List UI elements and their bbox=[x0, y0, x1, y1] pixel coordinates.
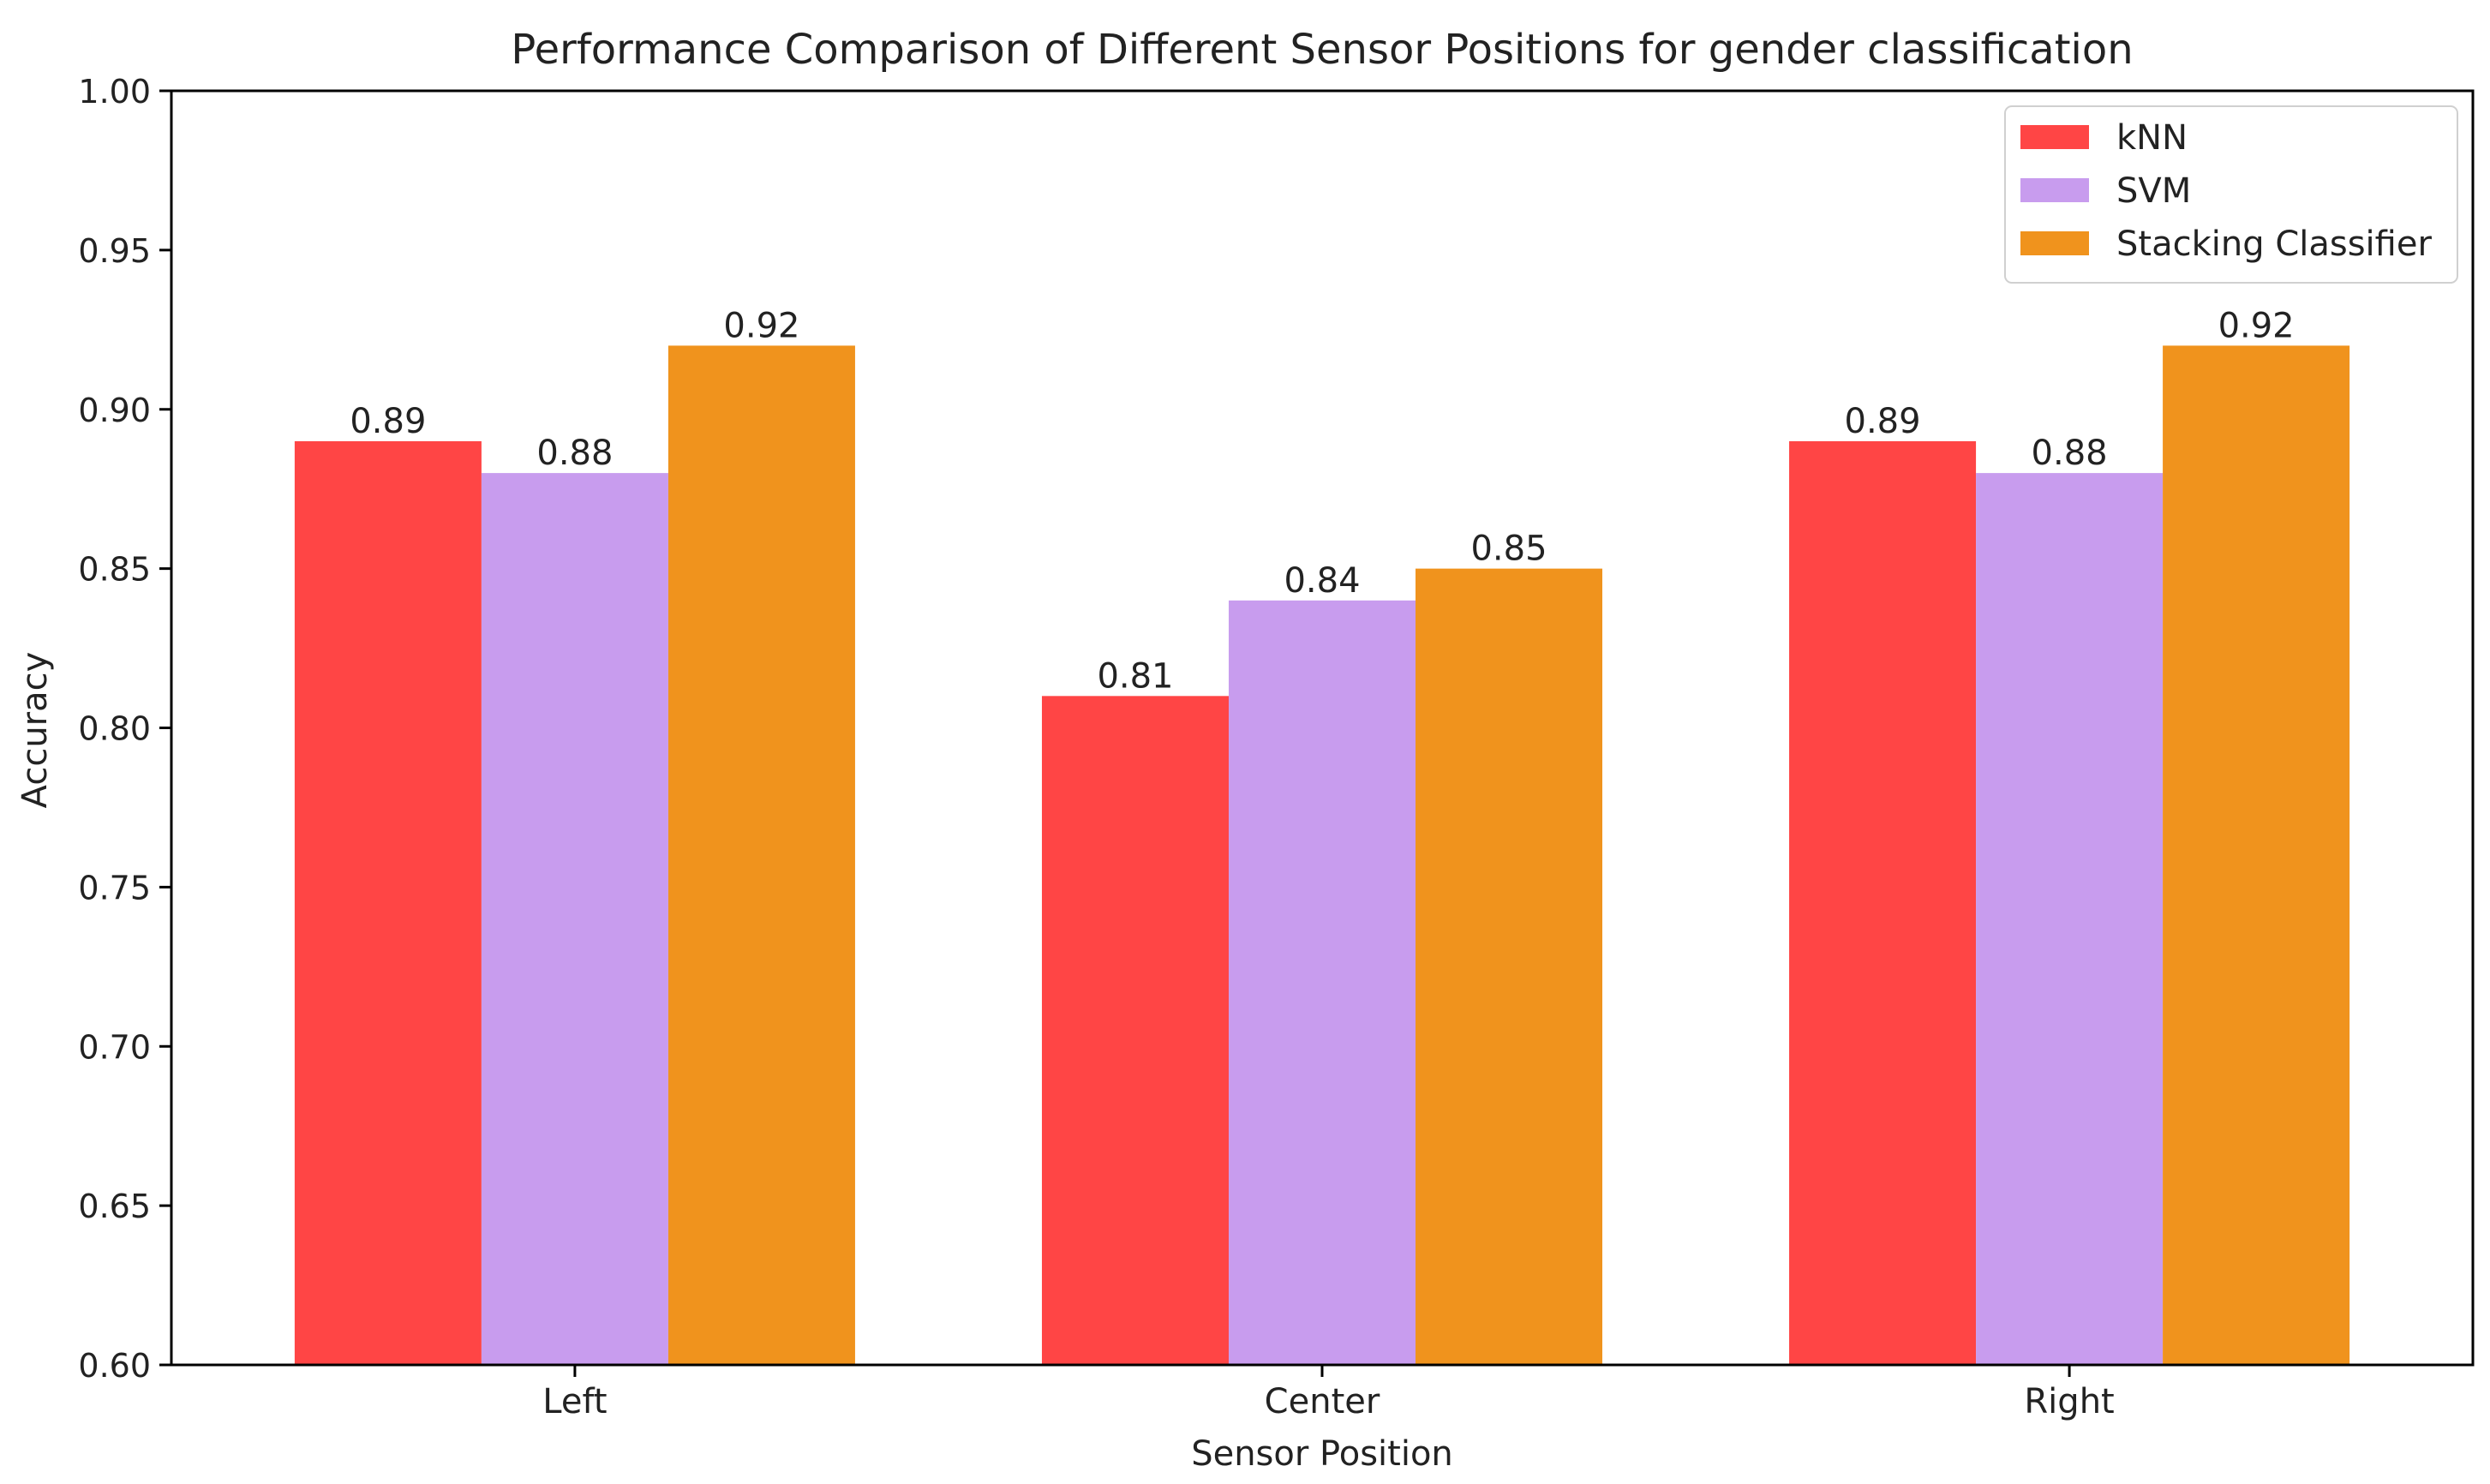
legend: kNN SVM Stacking Classifier bbox=[2004, 105, 2458, 284]
y-tick-label: 0.70 bbox=[78, 1028, 151, 1066]
data-label: 0.92 bbox=[2218, 306, 2295, 345]
y-tick-label: 0.65 bbox=[78, 1188, 151, 1225]
data-label: 0.89 bbox=[350, 402, 426, 441]
data-label: 0.92 bbox=[723, 306, 799, 345]
x-tick-label: Center bbox=[1265, 1382, 1380, 1421]
x-tick-label: Right bbox=[2024, 1382, 2114, 1421]
bar-stacking-classifier-left bbox=[667, 345, 855, 1365]
bar-knn-center bbox=[1041, 696, 1229, 1365]
data-labels-layer: 0.89 0.81 0.89 0.88 0.84 0.88 0.92 0.85 0.92 bbox=[350, 306, 2294, 696]
x-axis: Left Center Right bbox=[542, 1365, 2115, 1421]
legend-swatch bbox=[2020, 231, 2089, 255]
y-tick-label: 0.85 bbox=[78, 551, 151, 589]
bar-svm-left bbox=[481, 473, 668, 1365]
y-tick-label: 0.95 bbox=[78, 232, 151, 270]
y-tick-label: 0.90 bbox=[78, 392, 151, 429]
data-label: 0.84 bbox=[1284, 561, 1360, 601]
data-label: 0.88 bbox=[536, 434, 613, 473]
y-axis: 0.60 0.65 0.70 0.75 0.80 0.85 0.90 0.95 1.00 bbox=[78, 73, 171, 1385]
x-axis-label: Sensor Position bbox=[1191, 1434, 1453, 1474]
y-tick-label: 0.80 bbox=[78, 710, 151, 748]
legend-label: Stacking Classifier bbox=[2116, 224, 2432, 264]
y-tick-label: 0.75 bbox=[78, 869, 151, 907]
legend-label: kNN bbox=[2116, 118, 2188, 158]
y-tick-label: 1.00 bbox=[78, 73, 151, 111]
y-tick-label: 0.60 bbox=[78, 1347, 151, 1385]
data-label: 0.88 bbox=[2032, 434, 2108, 473]
x-tick-label: Left bbox=[542, 1382, 607, 1421]
y-axis-label: Accuracy bbox=[15, 652, 55, 809]
data-label: 0.81 bbox=[1097, 656, 1173, 696]
legend-label: SVM bbox=[2116, 171, 2191, 211]
bars-layer bbox=[294, 345, 2350, 1365]
bar-knn-right bbox=[1789, 440, 1977, 1365]
bar-stacking-classifier-right bbox=[2163, 345, 2350, 1365]
bar-knn-left bbox=[294, 440, 482, 1365]
chart-title: Performance Comparison of Different Sens… bbox=[511, 26, 2133, 74]
bar-svm-center bbox=[1228, 600, 1416, 1365]
legend-box bbox=[2004, 105, 2458, 284]
data-label: 0.89 bbox=[1845, 402, 1921, 441]
data-label: 0.85 bbox=[1470, 530, 1547, 569]
bar-stacking-classifier-center bbox=[1416, 568, 1603, 1365]
legend-swatch bbox=[2020, 125, 2089, 149]
bar-svm-right bbox=[1976, 473, 2164, 1365]
legend-swatch bbox=[2020, 178, 2089, 202]
